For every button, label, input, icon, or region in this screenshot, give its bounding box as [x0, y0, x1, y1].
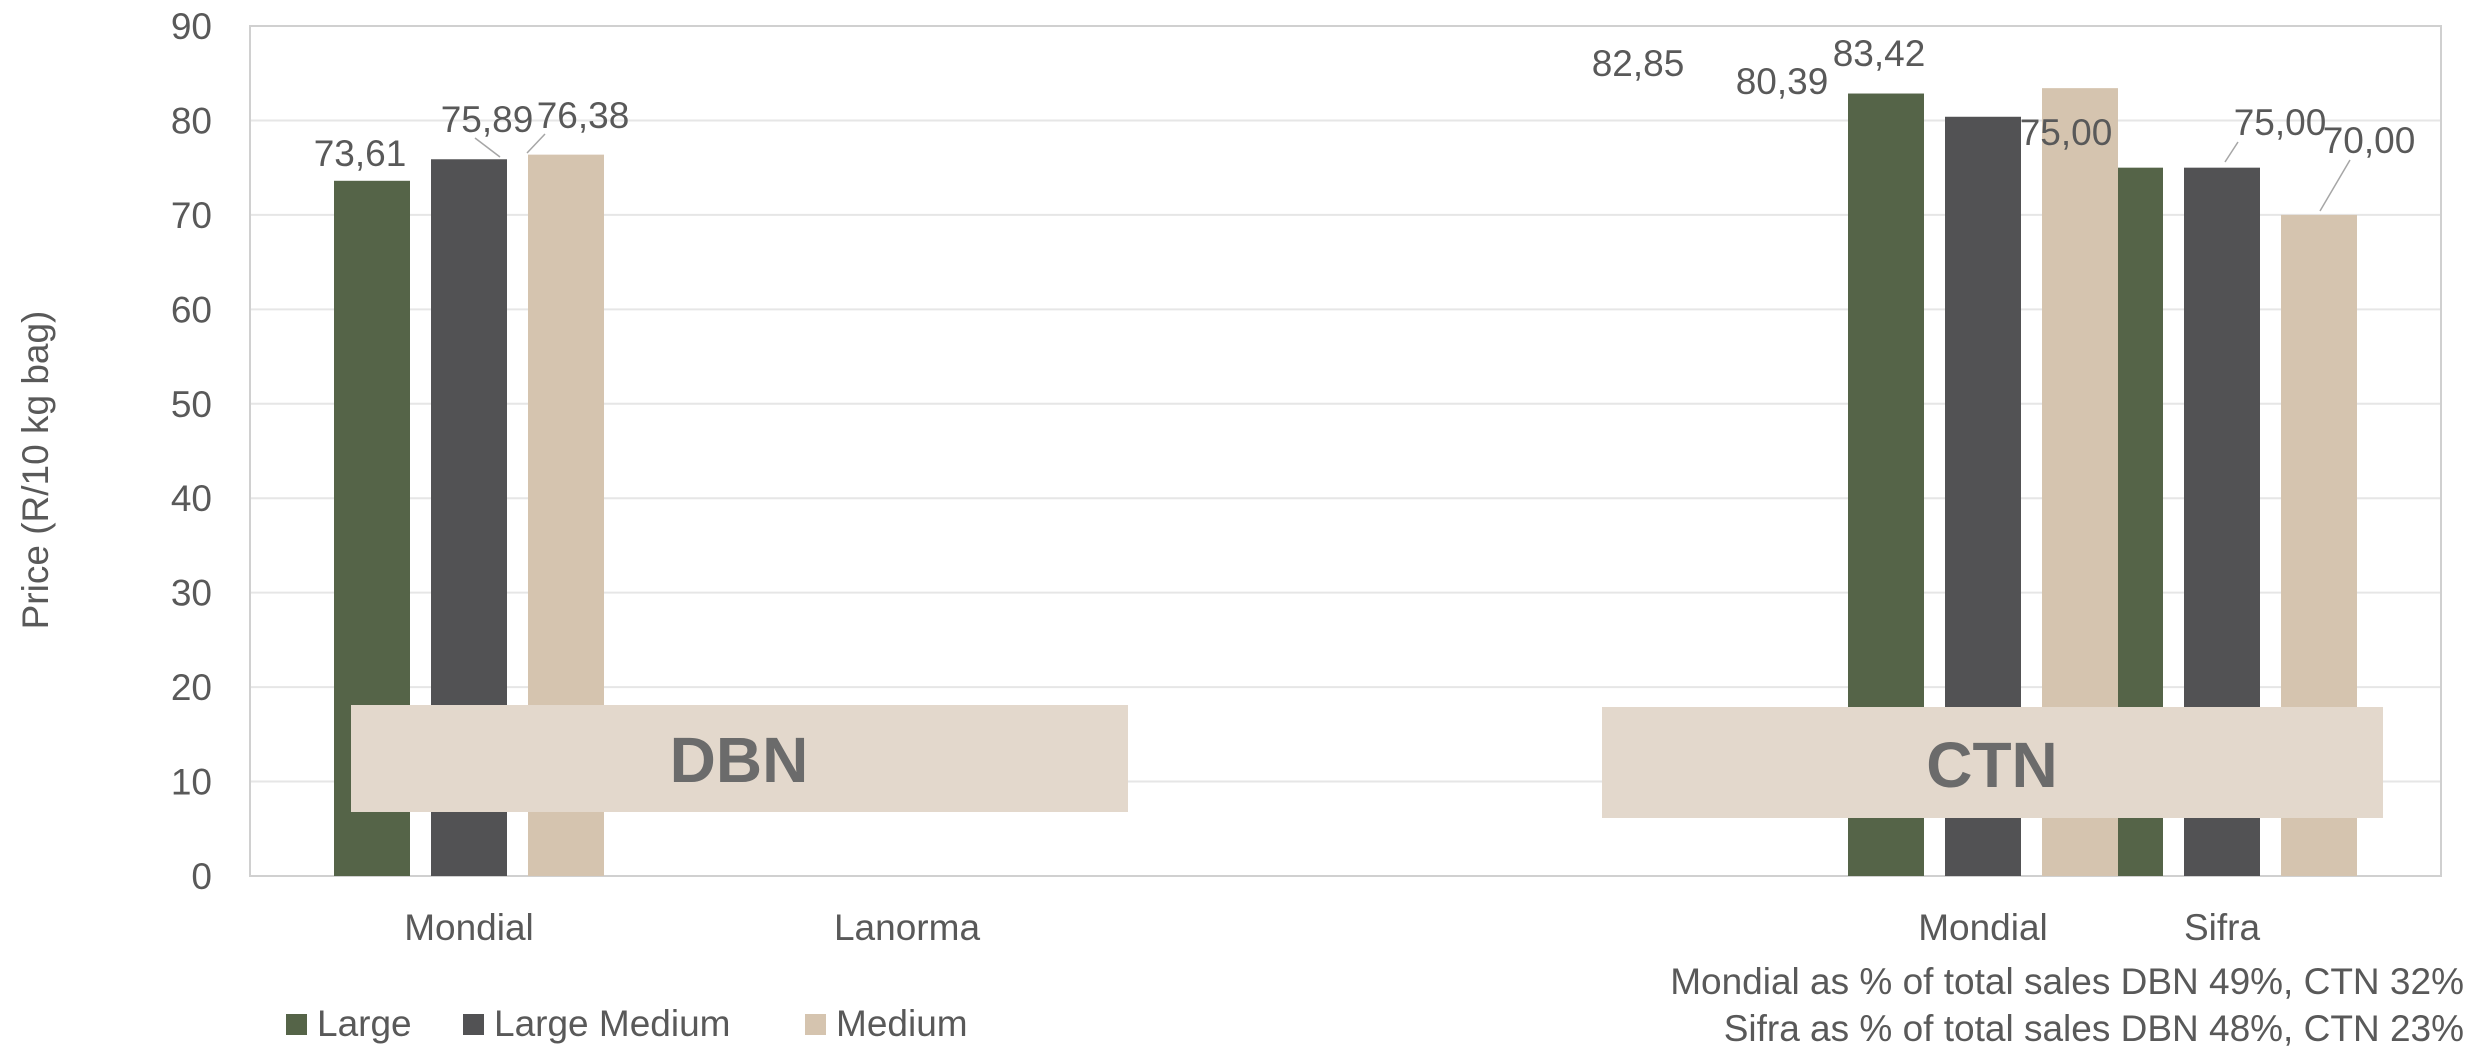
data-label: 83,42 — [1833, 33, 1926, 74]
y-tick-label: 20 — [171, 667, 212, 708]
legend-label: Medium — [836, 1003, 968, 1044]
legend-swatch — [286, 1014, 307, 1035]
leader-lines — [474, 133, 2351, 212]
legend-label: Large — [317, 1003, 412, 1044]
y-tick-label: 70 — [171, 195, 212, 236]
footnote: Mondial as % of total sales DBN 49%, CTN… — [1670, 961, 2464, 1002]
x-category-label: Mondial — [1918, 907, 2048, 948]
y-tick-label: 30 — [171, 573, 212, 614]
y-tick-label: 0 — [191, 856, 212, 897]
leader-line — [526, 133, 546, 154]
legend-swatch — [463, 1014, 484, 1035]
region-label-dbn: DBN — [670, 724, 809, 796]
legend-swatch — [805, 1014, 826, 1035]
bars — [334, 88, 2357, 877]
x-category-label: Lanorma — [834, 907, 980, 948]
x-axis-categories: Mondial Lanorma Mondial Sifra — [404, 907, 2260, 948]
plot-area-frame — [249, 25, 2442, 877]
data-label: 76,38 — [537, 95, 630, 136]
y-tick-label: 60 — [171, 289, 212, 330]
legend: Large Large Medium Medium — [286, 1003, 968, 1044]
y-tick-label: 10 — [171, 762, 212, 803]
data-label: 82,85 — [1592, 43, 1685, 84]
region-box-dbn — [351, 705, 1128, 812]
data-label: 75,00 — [2020, 112, 2113, 153]
data-label: 75,89 — [441, 99, 534, 140]
region-boxes: DBN CTN — [351, 705, 2383, 818]
x-category-label: Sifra — [2184, 907, 2261, 948]
data-label: 70,00 — [2323, 120, 2416, 161]
y-tick-label: 80 — [171, 100, 212, 141]
y-tick-label: 40 — [171, 478, 212, 519]
data-label: 75,00 — [2234, 102, 2327, 143]
leader-line — [2224, 141, 2239, 163]
leader-line — [2319, 159, 2351, 212]
legend-label: Large Medium — [494, 1003, 731, 1044]
leader-line — [474, 137, 501, 158]
footnote: Sifra as % of total sales DBN 48%, CTN 2… — [1724, 1008, 2464, 1048]
y-tick-label: 50 — [171, 384, 212, 425]
region-box-ctn — [1602, 707, 2383, 818]
y-tick-label: 90 — [171, 6, 212, 47]
y-axis-ticks: 0 10 20 30 40 50 60 70 80 90 — [171, 6, 212, 897]
footnotes: Mondial as % of total sales DBN 49%, CTN… — [1670, 961, 2464, 1048]
data-labels: 73,61 82,85 75,00 75,89 80,39 75,00 76,38 83,42… — [314, 33, 2416, 174]
region-label-ctn: CTN — [1926, 729, 2058, 801]
y-axis-label: Price (R/10 kg bag) — [15, 311, 56, 630]
data-label: 73,61 — [314, 133, 407, 174]
x-category-label: Mondial — [404, 907, 534, 948]
data-label: 80,39 — [1736, 61, 1829, 102]
